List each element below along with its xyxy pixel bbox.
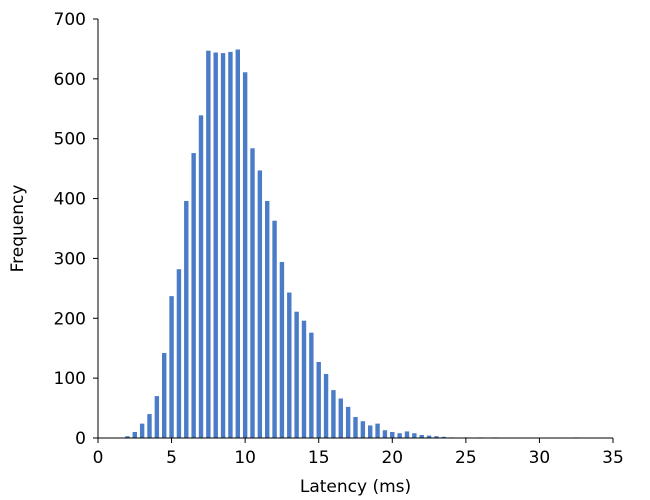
y-tick-label: 0 — [75, 429, 86, 449]
histogram-bar — [309, 332, 314, 438]
histogram-bar — [220, 53, 226, 439]
x-tick-label: 20 — [381, 448, 403, 468]
x-tick-label: 5 — [166, 448, 177, 468]
histogram-bar — [323, 373, 329, 438]
histogram-bar — [331, 390, 336, 438]
x-tick-label: 25 — [455, 448, 477, 468]
histogram-bar — [162, 353, 167, 438]
histogram-bar — [132, 432, 137, 438]
histogram-bar — [176, 269, 182, 438]
histogram-bar — [419, 435, 424, 438]
y-tick-label: 100 — [54, 369, 86, 389]
histogram-bar — [368, 425, 373, 438]
histogram-bar — [154, 396, 160, 438]
histogram-bar — [412, 433, 417, 438]
histogram-bar — [426, 435, 432, 438]
histogram-bar — [265, 200, 270, 438]
y-tick-label: 700 — [54, 10, 86, 30]
x-ticks-group: 0 5 10 15 20 25 30 35 — [93, 438, 624, 468]
histogram-bar — [434, 436, 439, 438]
y-tick-label: 300 — [54, 249, 86, 269]
histogram-bar — [169, 296, 174, 438]
histogram-bar — [404, 431, 410, 438]
histogram-bar — [125, 436, 130, 438]
y-axis-label: Frequency — [8, 185, 28, 273]
histogram-bar — [184, 200, 189, 438]
histogram-bar — [235, 49, 240, 438]
x-tick-label: 15 — [308, 448, 330, 468]
histogram-bar — [360, 421, 366, 438]
histogram-bar — [228, 51, 233, 439]
histogram-bar — [279, 262, 285, 438]
histogram-bar — [139, 423, 145, 438]
histogram-bar — [272, 220, 277, 438]
histogram-bar — [382, 430, 388, 438]
y-tick-label: 500 — [54, 130, 86, 150]
histogram-bar — [287, 292, 292, 438]
histogram-bar — [397, 433, 402, 438]
histogram-bar — [301, 320, 307, 438]
histogram-bar — [294, 311, 299, 438]
histogram-bar — [147, 414, 152, 438]
x-tick-label: 35 — [602, 448, 624, 468]
histogram-bar — [257, 170, 263, 438]
histogram-bar — [250, 148, 255, 439]
bars-group — [125, 49, 579, 439]
x-tick-label: 10 — [234, 448, 256, 468]
histogram-bar — [338, 398, 343, 438]
x-tick-label: 30 — [529, 448, 551, 468]
histogram-bar — [390, 432, 395, 438]
histogram-bar — [206, 50, 211, 438]
y-ticks-group: 0 100 200 300 400 500 600 700 — [54, 10, 98, 449]
histogram-bar — [441, 436, 446, 438]
y-tick-label: 400 — [54, 190, 86, 210]
y-tick-label: 600 — [54, 70, 86, 90]
histogram-bar — [242, 72, 248, 439]
x-axis-label: Latency (ms) — [300, 477, 411, 497]
histogram-bar — [375, 423, 380, 438]
y-tick-label: 200 — [54, 309, 86, 329]
histogram-bar — [213, 52, 218, 439]
histogram-bar — [353, 417, 358, 438]
histogram-bar — [316, 361, 321, 438]
histogram-bar — [345, 406, 351, 438]
x-tick-label: 0 — [93, 448, 104, 468]
histogram-bar — [191, 153, 196, 438]
histogram-bar — [198, 115, 204, 439]
